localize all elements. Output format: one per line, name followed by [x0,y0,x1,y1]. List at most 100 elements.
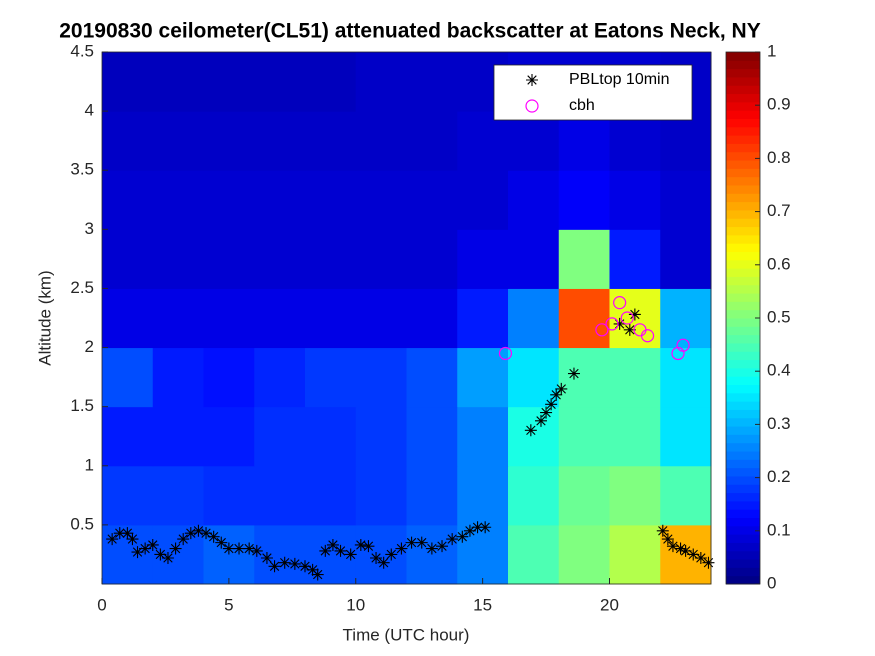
pbl-marker [456,530,469,543]
heatmap-cell [203,229,255,289]
colorbar-swatch [726,542,760,552]
heatmap-cell [355,111,407,171]
cbh-marker [676,338,690,352]
colorbar-swatch [726,475,760,485]
heatmap-cell [152,170,204,230]
heatmap-cell [660,288,712,349]
colorbar-tick-label: 0.9 [767,95,791,114]
colorbar-swatch [726,384,760,394]
heatmap-cell [508,229,560,289]
colorbar-tick-label: 0.2 [767,467,791,486]
pbl-marker [184,527,197,540]
heatmap-cell [355,347,407,408]
pbl-marker [377,556,390,569]
pbl-marker [661,533,674,546]
heatmap-cell [457,406,509,467]
pbl-marker [250,544,263,557]
pbl-marker [161,551,174,564]
y-tick-label: 1 [85,455,94,474]
colorbar-swatch [726,218,760,228]
heatmap-cell [254,111,306,171]
colorbar-swatch [726,534,760,543]
heatmap-cell [457,347,509,408]
heatmap-cell [558,406,610,467]
pbl-marker [567,367,580,380]
heatmap-cell [406,347,458,408]
heatmap-cell [254,52,306,112]
heatmap-cell [558,229,610,289]
cbh-marker [605,317,619,331]
colorbar-swatch [726,509,760,518]
pbl-marker [479,521,492,534]
colorbar-swatch [726,500,760,510]
colorbar-swatch [726,60,760,70]
pbl-marker [687,548,700,561]
pbl-marker [126,533,139,546]
heatmap-cell [508,406,560,467]
colorbar-swatch [726,201,760,211]
colorbar-swatch [726,359,760,369]
y-axis-label: Altitude (km) [35,270,54,365]
heatmap-cell [457,288,509,349]
heatmap-cell [203,347,255,408]
heatmap-cell [660,170,712,230]
pbl-marker [243,542,256,555]
colorbar-swatch [726,575,760,585]
heatmap-cell [558,111,610,171]
pbl-marker [395,542,408,555]
pbl-marker [177,533,190,546]
colorbar-tick-label: 0.4 [767,361,791,380]
colorbar-swatch [726,143,760,153]
colorbar-swatch [726,293,760,302]
heatmap-cell [254,465,306,526]
heatmap-cell [355,465,407,526]
heatmap-cell [508,347,560,408]
colorbar-swatch [726,342,760,352]
heatmap-cell [406,524,458,585]
heatmap-cell [203,465,255,526]
colorbar-swatch [726,434,760,444]
heatmap-cell [457,465,509,526]
colorbar-tick-label: 0.7 [767,201,791,220]
pbl-marker [326,538,339,551]
x-tick-label: 15 [473,595,492,614]
legend-marker [526,74,538,86]
colorbar-swatch [726,392,760,402]
pbl-marker [215,536,228,549]
pbl-marker [121,527,134,540]
y-tick-label: 3.5 [70,160,94,179]
pbl-marker [534,414,547,427]
heatmap-cell [355,524,407,585]
legend-box [493,64,693,121]
heatmap-cell [254,288,306,349]
colorbar-swatch [726,301,760,311]
colorbar-swatch [726,68,760,78]
colorbar-swatch [726,151,760,161]
heatmap-cell [609,465,661,526]
pbl-marker [192,524,205,537]
heatmap-cell [406,52,458,112]
pbl-marker [131,546,144,559]
colorbar-tick-label: 0.6 [767,254,791,273]
pbl-marker [623,323,636,336]
pbl-marker [628,308,641,321]
heatmap-cell [508,288,560,349]
pbl-marker [299,560,311,573]
colorbar-swatch [726,550,760,560]
colorbar-swatch [726,52,760,61]
pbl-marker [344,548,357,561]
pbl-marker [415,536,428,549]
heatmap-cell [152,52,204,112]
heatmap-cell [102,52,154,112]
heatmap-cell [609,524,661,585]
pbl-marker [139,542,152,555]
pbl-marker [656,524,669,537]
pbl-marker [106,533,119,546]
heatmap-cell [558,465,610,526]
colorbar-swatch [726,226,760,236]
heatmap-cell [305,347,357,408]
pbl-marker [288,557,301,570]
heatmap-cell [660,229,712,289]
pbl-marker [207,530,220,543]
colorbar-swatch [726,517,760,527]
